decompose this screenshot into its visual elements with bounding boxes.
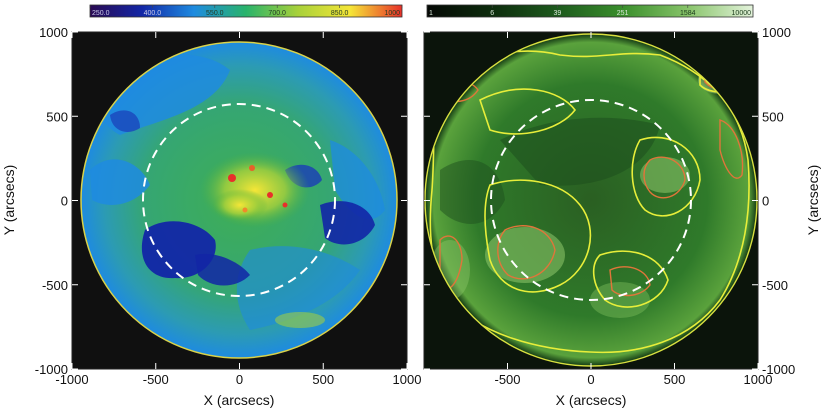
right-y-axis-label: Y (arcsecs) [805, 165, 821, 236]
right-x-axis-label: X (arcsecs) [556, 392, 627, 408]
y-tick-label: 500 [762, 109, 784, 124]
y-tick-label: -500 [42, 278, 68, 293]
right-colorbar-ticks: 1 6 39 251 1584 10000 [426, 5, 754, 17]
colorbar-tick-label: 251 [617, 10, 629, 17]
x-tick-label: 1000 [744, 372, 773, 387]
left-disk-limb [80, 41, 398, 359]
y-tick-label: -1000 [762, 362, 795, 377]
x-tick-label: -500 [494, 372, 520, 387]
x-tick-label: 500 [664, 372, 686, 387]
y-tick-label: -1000 [35, 362, 68, 377]
colorbar-tick-label: 700.0 [268, 10, 286, 17]
right-panel: -500 0 500 1000 1000 500 0 -500 -1000 [423, 25, 795, 387]
left-solar-disk [81, 42, 397, 358]
colorbar-tick-label: 850.0 [331, 10, 349, 17]
x-tick-label: 0 [236, 372, 243, 387]
left-axis-ticks: -1000 -500 0 500 1000 1000 500 0 -500 -1000 [35, 25, 422, 387]
left-dashed-circle [142, 103, 336, 297]
x-tick-label: 0 [587, 372, 594, 387]
right-solar-disk [425, 34, 757, 366]
colorbar-tick-label: 1000 [384, 10, 400, 17]
colorbar-tick-label: 39 [554, 10, 562, 17]
colorbar-tick-label: 250.0 [92, 10, 110, 17]
colorbar-tick-label: 400.0 [144, 10, 162, 17]
colorbar-tick-label: 6 [490, 10, 494, 17]
left-colorbar: 250.0 400.0 550.0 700.0 850.0 1000 [89, 4, 403, 18]
y-tick-label: 500 [46, 109, 68, 124]
x-tick-label: 1000 [393, 372, 422, 387]
x-tick-label: -500 [143, 372, 169, 387]
y-tick-label: 0 [762, 194, 769, 209]
x-tick-label: -1000 [55, 372, 88, 387]
y-tick-label: 1000 [39, 25, 68, 40]
colorbar-tick-label: 550.0 [206, 10, 224, 17]
right-dashed-circle [490, 99, 692, 301]
y-tick-label: 0 [61, 194, 68, 209]
left-panel: -1000 -500 0 500 1000 1000 500 0 -500 -1000 [35, 25, 422, 387]
right-colorbar: 1 6 39 251 1584 10000 [426, 4, 754, 18]
colorbar-tick-label: 1 [429, 10, 433, 17]
left-colorbar-ticks: 250.0 400.0 550.0 700.0 850.0 1000 [89, 5, 403, 17]
y-tick-label: 1000 [762, 25, 791, 40]
left-y-axis-label: Y (arcsecs) [1, 165, 17, 236]
x-tick-label: 500 [312, 372, 334, 387]
left-x-axis-label: X (arcsecs) [204, 392, 275, 408]
colorbar-tick-label: 10000 [732, 10, 752, 17]
y-tick-label: -500 [762, 278, 788, 293]
colorbar-tick-label: 1584 [680, 10, 696, 17]
right-axis-ticks: -500 0 500 1000 1000 500 0 -500 -1000 [424, 25, 795, 387]
